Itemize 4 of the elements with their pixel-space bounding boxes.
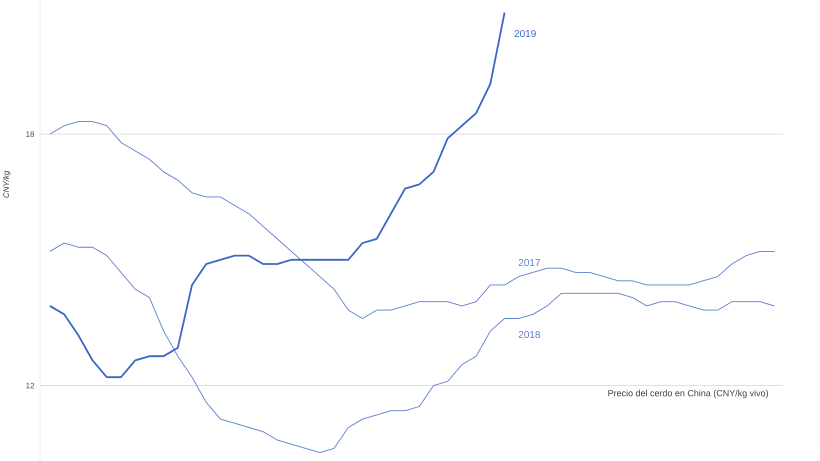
series-label: 2017 <box>518 259 540 266</box>
text: Precio del cerdo en China (CNY/kg vivo) <box>608 390 768 398</box>
series-label: 2018 <box>518 330 540 338</box>
series-label: 2019 <box>514 30 536 38</box>
